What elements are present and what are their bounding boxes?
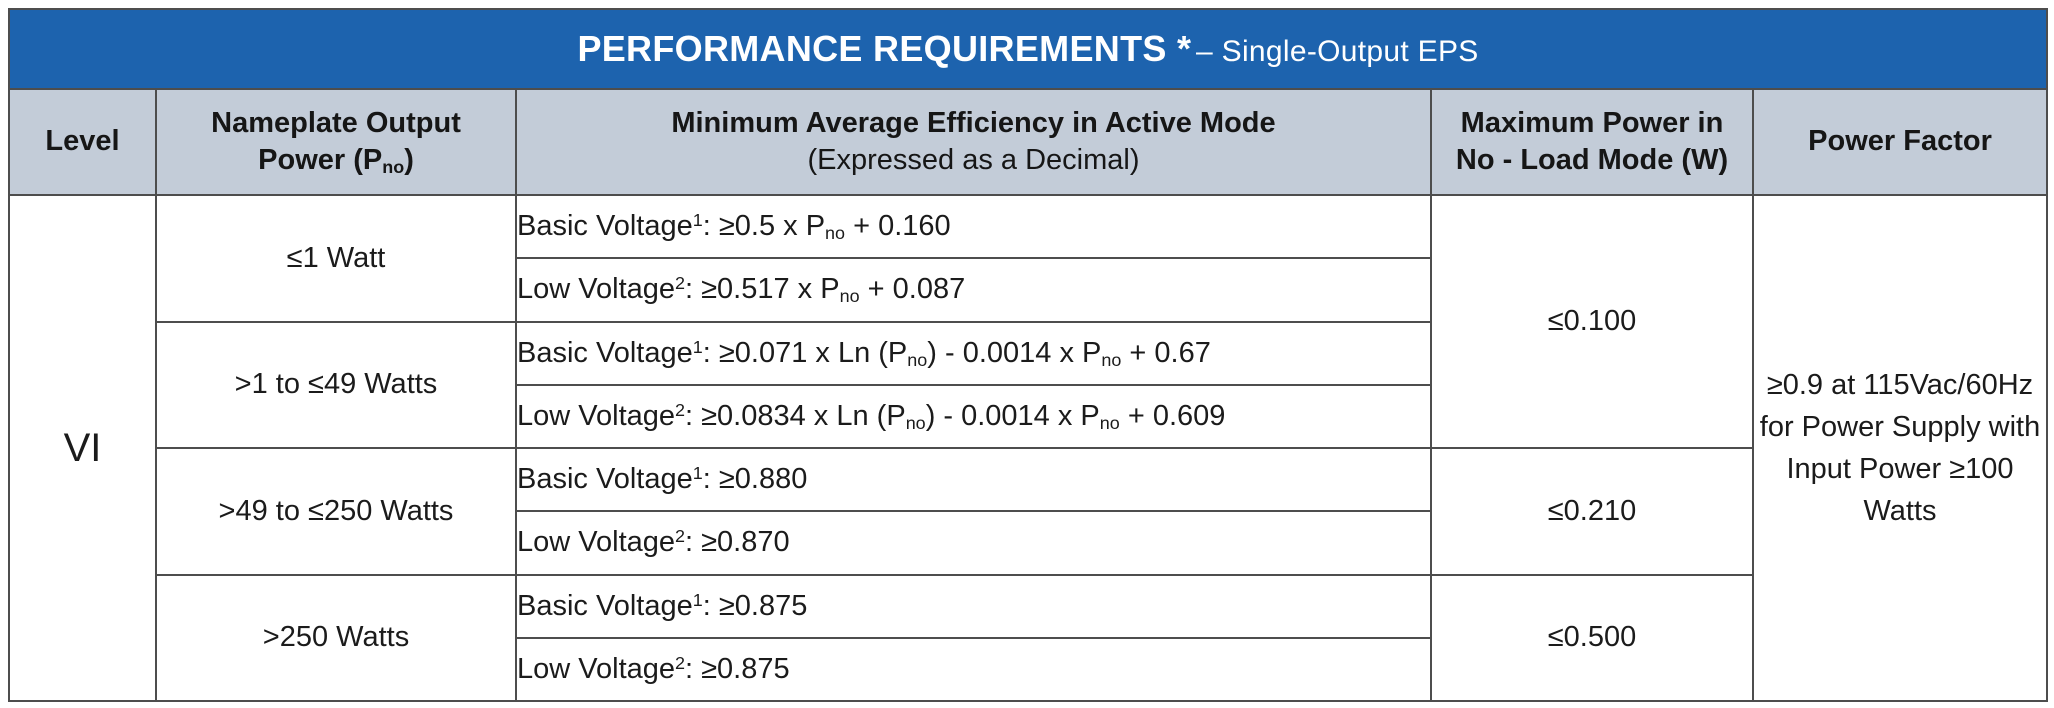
col-header-nameplate-power: Nameplate Output Power (Pno) [155, 88, 517, 196]
col-header-level: Level [8, 88, 157, 196]
col-header-efficiency-line2: (Expressed as a Decimal) [807, 144, 1140, 176]
performance-requirements-table: PERFORMANCE REQUIREMENTS * – Single-Outp… [8, 8, 2048, 703]
efficiency-low-cell: Low Voltage2: ≥0.0834 x Ln (Pno) - 0.001… [515, 383, 1432, 450]
col-header-efficiency: Minimum Average Efficiency in Active Mod… [515, 88, 1432, 196]
col-header-no-load-line1: Maximum Power in [1460, 106, 1724, 139]
level-cell: VI [8, 194, 157, 702]
table-row: >49 to ≤250 Watts Basic Voltage1: ≥0.880… [9, 446, 2047, 576]
col-header-no-load-line2: No - Load Mode (W) [1455, 144, 1729, 176]
efficiency-basic-cell: Basic Voltage1: ≥0.875 [515, 573, 1432, 639]
power-range-cell: >250 Watts [155, 573, 517, 702]
efficiency-basic-cell: Basic Voltage1: ≥0.071 x Ln (Pno) - 0.00… [515, 320, 1432, 386]
col-header-efficiency-line1: Minimum Average Efficiency in Active Mod… [671, 106, 1276, 139]
no-load-value-cell: ≤0.500 [1430, 573, 1754, 702]
no-load-value-cell: ≤0.210 [1430, 447, 1754, 576]
power-range-cell: >49 to ≤250 Watts [155, 447, 517, 576]
efficiency-low-cell: Low Voltage2: ≥0.517 x Pno + 0.087 [515, 257, 1432, 323]
power-range-cell: ≤1 Watt [155, 194, 517, 323]
table-row: VI ≤1 Watt Basic Voltage1: ≥0.5 x Pno + … [8, 193, 2048, 702]
table-title-bar: PERFORMANCE REQUIREMENTS * – Single-Outp… [8, 8, 2048, 90]
efficiency-basic-cell: Basic Voltage1: ≥0.5 x Pno + 0.160 [515, 193, 1432, 260]
table-title-main: PERFORMANCE REQUIREMENTS * [577, 28, 1192, 69]
table-row: Low Voltage2: ≥0.875 [9, 636, 2047, 703]
col-header-no-load-power: Maximum Power in No - Load Mode (W) [1430, 88, 1754, 196]
table-row: >1 to ≤49 Watts Basic Voltage1: ≥0.071 x… [9, 320, 2047, 449]
table-row: >250 Watts Basic Voltage1: ≥0.875 ≤0.500 [9, 573, 2047, 702]
table-row: Low Voltage2: ≥0.870 [9, 510, 2047, 576]
table-title-sub: – Single-Output EPS [1196, 35, 1479, 68]
table-row: Low Voltage2: ≥0.0834 x Ln (Pno) - 0.001… [9, 383, 2047, 450]
power-factor-cell: ≥0.9 at 115Vac/60Hz for Power Supply wit… [1752, 194, 2048, 702]
table-row: Low Voltage2: ≥0.517 x Pno + 0.087 [9, 257, 2047, 323]
efficiency-basic-cell: Basic Voltage1: ≥0.880 [515, 446, 1432, 513]
no-load-value-cell: ≤0.100 [1430, 194, 1754, 449]
power-range-cell: >1 to ≤49 Watts [155, 320, 517, 449]
col-header-nameplate-line2: Power (Pno) [258, 144, 414, 177]
col-header-nameplate-line1: Nameplate Output [211, 106, 461, 139]
efficiency-low-cell: Low Voltage2: ≥0.875 [515, 636, 1432, 703]
efficiency-low-cell: Low Voltage2: ≥0.870 [515, 510, 1432, 576]
col-header-power-factor: Power Factor [1752, 88, 2048, 196]
